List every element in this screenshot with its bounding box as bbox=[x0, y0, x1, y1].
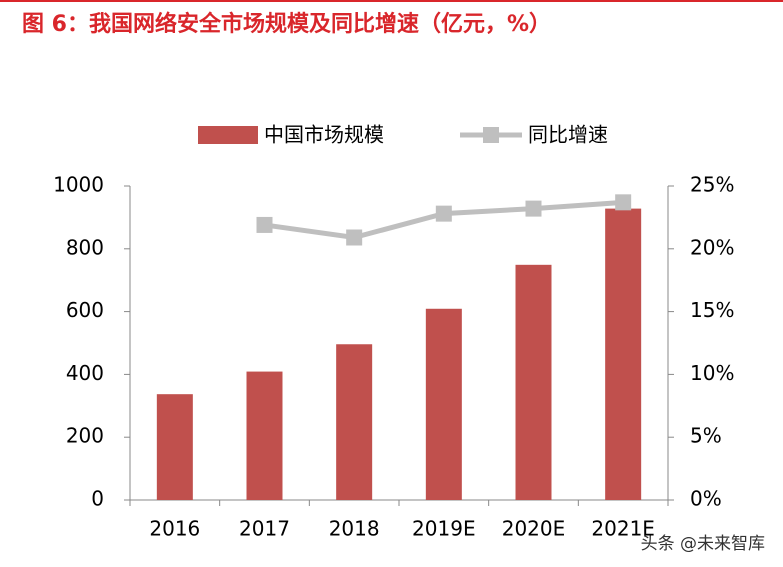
legend-swatch bbox=[198, 126, 258, 144]
bar bbox=[605, 208, 642, 500]
x-tick-label: 2019E bbox=[412, 517, 476, 541]
bar bbox=[425, 308, 462, 500]
y-tick-label: 800 bbox=[66, 235, 104, 259]
line-marker bbox=[346, 229, 363, 246]
watermark: 头条 @未来智库 bbox=[641, 534, 765, 554]
line-marker bbox=[256, 216, 273, 233]
bar bbox=[336, 344, 373, 500]
y2-tick-label: 15% bbox=[690, 298, 734, 322]
legend-label: 中国市场规模 bbox=[264, 123, 384, 147]
bar bbox=[156, 394, 193, 500]
x-tick-label: 2020E bbox=[502, 517, 566, 541]
x-tick-label: 2017 bbox=[239, 517, 290, 541]
bar bbox=[515, 264, 552, 500]
legend-swatch bbox=[483, 127, 499, 143]
line-marker bbox=[435, 205, 452, 222]
chart-title: 图 6：我国网络安全市场规模及同比增速（亿元，%） bbox=[22, 11, 551, 37]
y-tick-label: 400 bbox=[66, 361, 104, 385]
y2-tick-label: 10% bbox=[690, 361, 734, 385]
y2-tick-label: 5% bbox=[690, 424, 722, 448]
y2-tick-label: 0% bbox=[690, 487, 722, 511]
bar bbox=[246, 371, 283, 500]
y-tick-label: 600 bbox=[66, 298, 104, 322]
x-tick-label: 2021E bbox=[591, 517, 655, 541]
line-marker bbox=[525, 200, 542, 217]
legend-label: 同比增速 bbox=[528, 123, 608, 147]
y2-tick-label: 25% bbox=[690, 173, 734, 197]
line-marker bbox=[615, 194, 632, 211]
x-tick-label: 2018 bbox=[329, 517, 380, 541]
y2-tick-label: 20% bbox=[690, 235, 734, 259]
y-tick-label: 1000 bbox=[53, 173, 104, 197]
x-tick-label: 2016 bbox=[149, 517, 200, 541]
y-tick-label: 0 bbox=[91, 487, 104, 511]
y-tick-label: 200 bbox=[66, 424, 104, 448]
